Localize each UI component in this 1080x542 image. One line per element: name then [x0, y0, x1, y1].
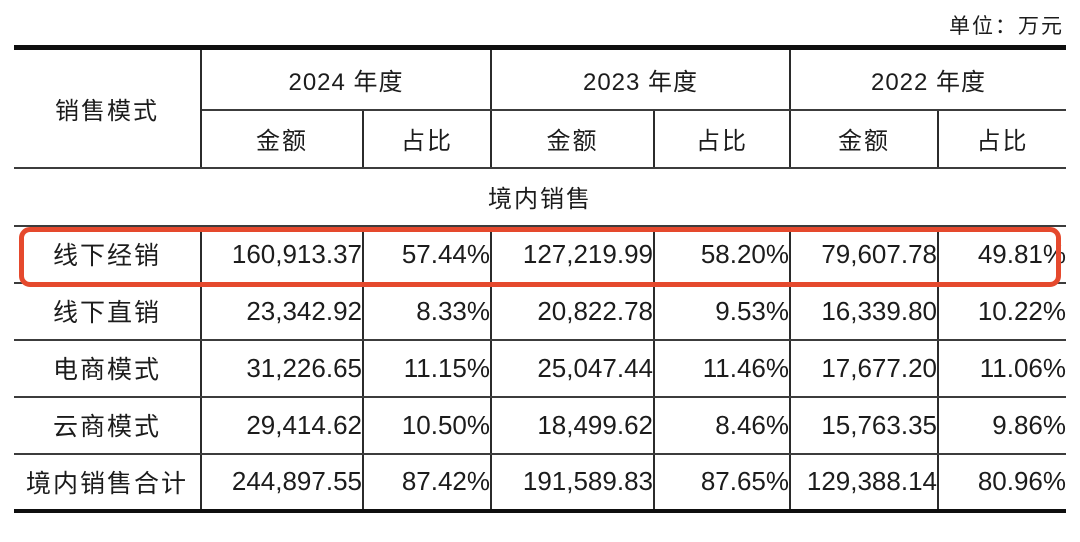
sales-table-container: 销售模式 2024 年度 2023 年度 2022 年度 金额 占比 金额 占比… — [14, 45, 1066, 513]
ratio-cell: 57.44% — [363, 225, 492, 284]
table-row-offline-distribution: 线下经销 160,913.37 57.44% 127,219.99 58.20%… — [14, 225, 1066, 284]
ratio-cell: 58.20% — [654, 225, 791, 284]
column-header-amount-2023: 金额 — [491, 109, 655, 169]
table-row-offline-direct: 线下直销 23,342.92 8.33% 20,822.78 9.53% 16,… — [14, 282, 1066, 341]
ratio-cell: 80.96% — [938, 453, 1066, 512]
unit-label: 单位：万元 — [949, 14, 1064, 38]
section-header-domestic-sales: 境内销售 — [14, 167, 1066, 227]
row-label: 云商模式 — [14, 396, 202, 455]
amount-cell: 160,913.37 — [201, 225, 364, 284]
amount-cell: 127,219.99 — [491, 225, 655, 284]
table-row-domestic-total: 境内销售合计 244,897.55 87.42% 191,589.83 87.6… — [14, 453, 1066, 512]
column-header-year-2024: 2024 年度 — [201, 47, 492, 111]
column-header-year-2022: 2022 年度 — [790, 47, 1066, 111]
amount-cell: 23,342.92 — [201, 282, 364, 341]
column-header-ratio-2023: 占比 — [654, 109, 791, 169]
amount-cell: 129,388.14 — [790, 453, 939, 512]
amount-cell: 191,589.83 — [491, 453, 655, 512]
sub-header-row: 金额 占比 金额 占比 金额 占比 — [14, 109, 1066, 169]
column-header-amount-2024: 金额 — [201, 109, 364, 169]
ratio-cell: 11.15% — [363, 339, 492, 398]
row-label: 线下经销 — [14, 225, 202, 284]
ratio-cell: 9.53% — [654, 282, 791, 341]
ratio-cell: 8.33% — [363, 282, 492, 341]
amount-cell: 25,047.44 — [491, 339, 655, 398]
column-header-ratio-2022: 占比 — [938, 109, 1066, 169]
row-label: 线下直销 — [14, 282, 202, 341]
sales-mode-table: 销售模式 2024 年度 2023 年度 2022 年度 金额 占比 金额 占比… — [14, 45, 1066, 513]
section-header-row: 境内销售 — [14, 167, 1066, 227]
table-row-ecommerce: 电商模式 31,226.65 11.15% 25,047.44 11.46% 1… — [14, 339, 1066, 398]
amount-cell: 15,763.35 — [790, 396, 939, 455]
ratio-cell: 87.42% — [363, 453, 492, 512]
amount-cell: 18,499.62 — [491, 396, 655, 455]
column-header-sales-mode: 销售模式 — [14, 47, 202, 169]
amount-cell: 244,897.55 — [201, 453, 364, 512]
row-label: 电商模式 — [14, 339, 202, 398]
ratio-cell: 8.46% — [654, 396, 791, 455]
year-header-row: 销售模式 2024 年度 2023 年度 2022 年度 — [14, 47, 1066, 169]
table-row-cloud-commerce: 云商模式 29,414.62 10.50% 18,499.62 8.46% 15… — [14, 396, 1066, 455]
ratio-cell: 49.81% — [938, 225, 1066, 284]
amount-cell: 17,677.20 — [790, 339, 939, 398]
ratio-cell: 9.86% — [938, 396, 1066, 455]
ratio-cell: 11.06% — [938, 339, 1066, 398]
ratio-cell: 87.65% — [654, 453, 791, 512]
amount-cell: 31,226.65 — [201, 339, 364, 398]
ratio-cell: 10.22% — [938, 282, 1066, 341]
amount-cell: 16,339.80 — [790, 282, 939, 341]
ratio-cell: 10.50% — [363, 396, 492, 455]
ratio-cell: 11.46% — [654, 339, 791, 398]
amount-cell: 20,822.78 — [491, 282, 655, 341]
amount-cell: 29,414.62 — [201, 396, 364, 455]
column-header-amount-2022: 金额 — [790, 109, 939, 169]
row-label: 境内销售合计 — [14, 453, 202, 512]
amount-cell: 79,607.78 — [790, 225, 939, 284]
column-header-ratio-2024: 占比 — [363, 109, 492, 169]
column-header-year-2023: 2023 年度 — [491, 47, 791, 111]
